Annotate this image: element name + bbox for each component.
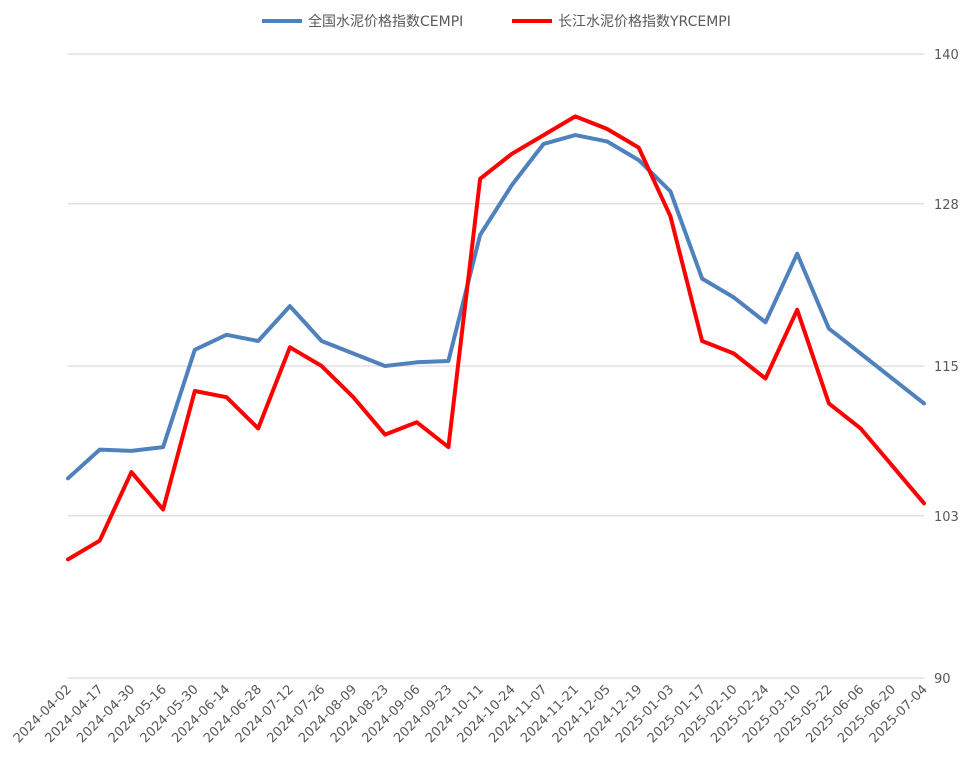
y-tick-label: 90 — [934, 672, 951, 687]
data-point — [383, 433, 387, 437]
data-point — [922, 501, 926, 505]
y-axis-ticks: 90 103 115 128 140 — [934, 48, 959, 687]
data-point — [351, 395, 355, 399]
data-point — [668, 189, 672, 193]
gridlines — [68, 53, 924, 679]
data-point — [763, 376, 767, 380]
data-point — [859, 426, 863, 430]
data-point — [637, 158, 641, 162]
data-point — [668, 214, 672, 218]
data-point — [763, 320, 767, 324]
data-point — [795, 252, 799, 256]
data-point — [446, 359, 450, 363]
legend: 全国水泥价格指数CEMPI 长江水泥价格指数YRCEMPI — [262, 13, 731, 30]
y-tick-label: 115 — [934, 360, 959, 375]
data-point — [225, 395, 229, 399]
data-point — [383, 364, 387, 368]
data-point — [129, 449, 133, 453]
data-point — [510, 183, 514, 187]
data-point — [859, 352, 863, 356]
data-point — [605, 127, 609, 131]
data-point — [66, 557, 70, 561]
data-point — [256, 339, 260, 343]
data-point — [415, 360, 419, 364]
data-point — [700, 339, 704, 343]
data-point — [446, 445, 450, 449]
data-point — [890, 376, 894, 380]
data-point — [827, 401, 831, 405]
data-point — [193, 389, 197, 393]
data-point — [795, 308, 799, 312]
data-point — [193, 348, 197, 352]
data-point — [98, 539, 102, 543]
y-tick-label: 140 — [934, 48, 959, 63]
data-point — [605, 139, 609, 143]
data-point — [542, 142, 546, 146]
legend-label-0: 全国水泥价格指数CEMPI — [308, 13, 463, 30]
data-point — [288, 345, 292, 349]
data-point — [732, 295, 736, 299]
data-point — [827, 327, 831, 331]
series-line-1 — [66, 114, 926, 562]
data-point — [573, 114, 577, 118]
data-point — [320, 364, 324, 368]
x-axis-ticks: 2024-04-022024-04-172024-04-302024-05-16… — [11, 682, 931, 746]
y-tick-label: 128 — [934, 198, 959, 213]
data-point — [66, 476, 70, 480]
data-point — [700, 277, 704, 281]
data-point — [225, 333, 229, 337]
data-point — [161, 445, 165, 449]
data-point — [129, 470, 133, 474]
data-point — [98, 448, 102, 452]
data-point — [351, 352, 355, 356]
data-point — [478, 177, 482, 181]
data-point — [573, 133, 577, 137]
y-tick-label: 103 — [934, 510, 959, 525]
data-point — [288, 304, 292, 308]
data-point — [637, 146, 641, 150]
data-point — [542, 133, 546, 137]
data-point — [890, 464, 894, 468]
data-point — [732, 352, 736, 356]
data-point — [510, 152, 514, 156]
data-point — [161, 508, 165, 512]
data-point — [320, 339, 324, 343]
data-point — [478, 233, 482, 237]
legend-label-1: 长江水泥价格指数YRCEMPI — [558, 14, 731, 30]
series-layer — [66, 114, 926, 562]
series-line-0 — [66, 133, 926, 481]
data-point — [922, 401, 926, 405]
data-point — [415, 420, 419, 424]
data-point — [256, 426, 260, 430]
